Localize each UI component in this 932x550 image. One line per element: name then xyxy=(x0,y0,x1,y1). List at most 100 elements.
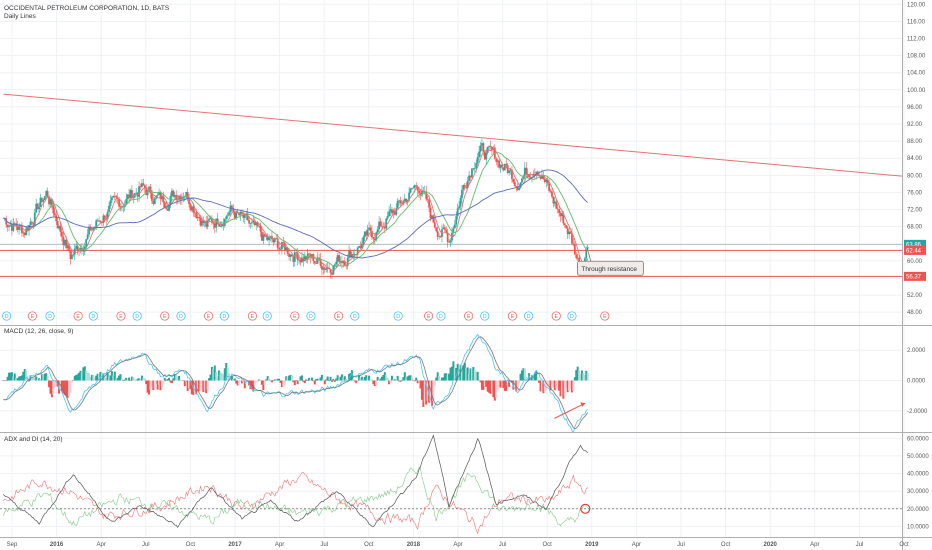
macd-histogram-bar xyxy=(248,380,251,386)
candle-body xyxy=(338,255,340,262)
macd-histogram-bar xyxy=(20,375,23,381)
event-badge-letter: E xyxy=(603,314,607,320)
candle-body xyxy=(408,192,410,201)
candle-body xyxy=(466,180,469,189)
candle-body xyxy=(315,263,318,264)
candle-body xyxy=(469,175,472,178)
candle-body xyxy=(171,190,173,197)
macd-histogram-bar xyxy=(53,380,56,388)
candle-body xyxy=(346,257,349,266)
macd-histogram-bar xyxy=(583,374,586,381)
candle-body xyxy=(496,160,499,162)
candle-body xyxy=(585,248,588,259)
candle-body xyxy=(29,221,32,225)
time-axis-tick-label: Jul xyxy=(856,542,864,548)
candle-body xyxy=(516,186,519,190)
candle-body xyxy=(153,198,156,204)
macd-histogram-bar xyxy=(465,367,468,381)
candle-body xyxy=(255,222,258,226)
candle-body xyxy=(241,211,243,214)
annotation-text: Through resistance xyxy=(581,266,637,273)
macd-histogram-bar xyxy=(49,380,52,394)
candle-body xyxy=(518,187,521,190)
candle-body xyxy=(125,199,128,205)
candle-body xyxy=(558,209,561,214)
candle-body xyxy=(449,240,452,243)
macd-histogram-bar xyxy=(242,380,245,383)
macd-histogram-bar xyxy=(318,380,321,381)
macd-histogram-bar xyxy=(399,380,402,382)
macd-histogram-bar xyxy=(563,380,566,397)
macd-histogram-bar xyxy=(193,380,196,393)
macd-histogram-bar xyxy=(402,377,405,381)
candle-body xyxy=(89,226,92,231)
event-badge-letter: D xyxy=(5,314,9,320)
macd-histogram-bar xyxy=(485,380,488,387)
macd-histogram-bar xyxy=(299,376,302,381)
candle-body xyxy=(282,242,285,243)
candle-body xyxy=(379,221,382,226)
macd-histogram-bar xyxy=(490,380,493,392)
macd-histogram-bar xyxy=(13,373,16,381)
macd-histogram-bar xyxy=(265,379,268,381)
candle-body xyxy=(229,205,232,213)
macd-histogram-bar xyxy=(119,374,122,381)
candle-body xyxy=(453,224,456,229)
candle-body xyxy=(155,195,158,199)
candle-body xyxy=(425,191,428,200)
candle-body xyxy=(161,195,163,200)
macd-histogram-bar xyxy=(419,380,422,389)
candle-body xyxy=(401,203,403,205)
macd-histogram-bar xyxy=(506,380,509,386)
candle-body xyxy=(139,186,142,188)
candle-body xyxy=(373,238,376,241)
candle-body xyxy=(73,248,76,255)
candle-body xyxy=(368,227,370,230)
candle-body xyxy=(576,257,579,259)
candle-body xyxy=(106,211,109,219)
macd-histogram-bar xyxy=(209,374,212,381)
candle-body xyxy=(43,196,46,200)
macd-histogram-bar xyxy=(309,379,312,381)
macd-histogram-bar xyxy=(200,380,203,390)
macd-histogram-bar xyxy=(75,375,78,381)
candle-body xyxy=(118,198,120,207)
candle-body xyxy=(202,220,205,223)
adx-title: ADX and DI (14, 20) xyxy=(4,436,63,443)
candle-body xyxy=(308,253,310,255)
macd-histogram-bar xyxy=(329,376,332,381)
macd-histogram-bar xyxy=(350,370,353,381)
macd-histogram-bar xyxy=(443,373,446,381)
divergence-arrow xyxy=(554,402,586,419)
candle-body xyxy=(11,225,13,231)
macd-histogram-bar xyxy=(298,380,301,382)
candle-body xyxy=(482,143,485,152)
event-badge-letter: D xyxy=(92,314,96,320)
macd-histogram-bar xyxy=(45,373,48,381)
macd-histogram-bar xyxy=(480,380,483,390)
time-axis-tick-label: Oct xyxy=(721,542,731,548)
macd-histogram-bar xyxy=(92,374,95,381)
candle-body xyxy=(415,185,418,187)
macd-histogram-bar xyxy=(390,375,393,381)
candle-body xyxy=(362,236,365,244)
price-pane: Through resistance D E D E D E D E D E D E D E D E D D E D E D… xyxy=(0,93,903,321)
candle-body xyxy=(506,165,509,173)
candle-body xyxy=(448,241,450,243)
candle-body xyxy=(551,191,553,197)
macd-histogram-bar xyxy=(539,380,542,392)
candle-body xyxy=(412,187,415,189)
candle-body xyxy=(301,257,303,263)
macd-histogram-bar xyxy=(503,380,506,391)
macd-histogram-bar xyxy=(479,380,482,383)
macd-histogram-bar xyxy=(175,374,178,381)
candle-body xyxy=(142,183,145,186)
macd-histogram-bar xyxy=(365,375,368,381)
price-axis-tick-label: 108.00 xyxy=(907,54,926,60)
macd-histogram-bar xyxy=(312,380,315,382)
candle-body xyxy=(53,213,56,216)
macd-histogram-bar xyxy=(220,373,223,381)
macd-histogram-bar xyxy=(450,366,453,381)
divergence-arrow-head xyxy=(580,402,586,407)
macd-histogram-bar xyxy=(426,380,429,402)
